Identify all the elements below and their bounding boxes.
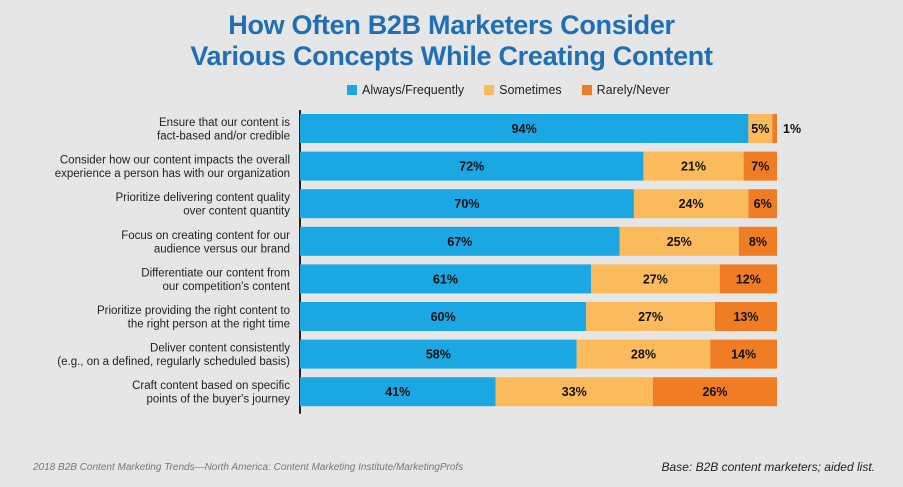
category-label-line: Differentiate our content from [141,267,290,279]
legend-label-sometimes: Sometimes [499,83,562,97]
data-label-sometimes: 28% [631,348,656,362]
category-label-line: the right person at the right time [128,319,290,331]
data-label-sometimes: 27% [638,310,663,324]
data-label-always-frequently: 61% [433,272,458,286]
category-label: Consider how our content impacts the ove… [55,155,290,181]
bar-segment-always-frequently [300,189,634,219]
data-label-sometimes: 27% [643,272,668,286]
data-label-always-frequently: 67% [447,235,472,249]
category-label-line: points of the buyer's journey [147,394,291,406]
category-label-line: over content quantity [183,206,290,218]
bar-segment-always-frequently [300,151,644,181]
bar-segment-always-frequently [300,264,591,294]
legend-item-always-frequently: Always/Frequently [347,83,464,97]
bar-segment-sometimes [633,189,749,219]
bar-segment-sometimes [619,226,739,256]
category-label: Craft content based on specific points of… [132,380,290,406]
data-label-always-frequently: 60% [431,310,456,324]
bar-segment-always-frequently [300,377,496,407]
bar-segment-rarely-never [652,377,777,407]
bar-segment-sometimes [590,264,720,294]
category-label-line: (e.g., on a defined, regularly scheduled… [57,356,290,368]
bar-segment-sometimes [748,114,773,143]
bar-segment-always-frequently [300,302,587,331]
category-label-line: audience versus our brand [154,243,290,255]
data-label-rarely-never: 26% [702,385,727,399]
data-label-sometimes: 21% [681,160,706,174]
category-label-line: Prioritize delivering content quality [115,192,290,204]
chart-legend: Always/Frequently Sometimes Rarely/Never [347,82,670,98]
bar-segment-rarely-never [772,114,777,143]
category-label-line: Ensure that our content is [159,117,290,129]
legend-swatch-rarely-never [581,85,592,95]
legend-item-rarely-never: Rarely/Never [581,83,670,97]
data-label-sometimes: 24% [679,197,704,211]
data-label-always-frequently: 94% [512,122,537,136]
data-label-rarely-never: 13% [733,310,758,324]
legend-swatch-sometimes [484,85,495,95]
data-label-sometimes: 25% [667,235,692,249]
bar-segment-always-frequently [300,114,749,143]
data-label-rarely-never: 14% [731,348,756,362]
legend-swatch-always-frequently [347,85,357,95]
category-label-line: Deliver content consistently [150,343,290,355]
data-label-rarely-never: 12% [736,272,761,286]
category-label-line: Focus on creating content for our [121,230,290,242]
category-label: Focus on creating content for our audienc… [121,230,290,256]
bar-segment-rarely-never [748,189,777,219]
category-label-line: experience a person has with our organiz… [55,168,290,180]
bar-segment-always-frequently [300,339,577,369]
bar-segment-sometimes [586,302,715,331]
data-label-rarely-never: 8% [749,235,767,249]
bar-segment-rarely-never [743,151,777,181]
category-label: Prioritize delivering content quality ove… [115,192,290,218]
category-label-line: Consider how our content impacts the ove… [60,155,290,167]
source-note: 2018 B2B Content Marketing Trends—North … [33,462,464,473]
chart-title-line-2: Various Concepts While Creating Content [190,41,713,71]
category-label: Ensure that our content is fact-based and… [157,117,290,143]
data-label-always-frequently: 72% [459,160,484,174]
data-label-rarely-never: 1% [783,122,801,136]
category-label: Deliver content consistently (e.g., on a … [57,343,290,369]
data-label-always-frequently: 58% [426,348,451,362]
legend-item-sometimes: Sometimes [484,83,562,97]
base-note: Base: B2B content marketers; aided list. [661,460,875,474]
data-label-always-frequently: 70% [454,197,479,211]
category-label: Differentiate our content from our compet… [141,267,291,293]
chart-title: How Often B2B Marketers Consider Various… [0,10,903,72]
chart-title-line-1: How Often B2B Marketers Consider [228,10,675,40]
data-label-rarely-never: 6% [754,197,772,211]
category-label-line: fact-based and/or credible [157,131,290,143]
data-label-sometimes: 33% [562,385,587,399]
legend-label-always-frequently: Always/Frequently [362,83,465,97]
legend-label-rarely-never: Rarely/Never [596,83,670,97]
bar-segment-sometimes [576,339,711,369]
bar-segment-sometimes [643,151,744,181]
bar-segment-rarely-never [738,226,777,256]
bar-segment-sometimes [495,377,653,407]
bar-segment-rarely-never [714,302,777,331]
data-label-rarely-never: 7% [751,160,769,174]
category-label: Prioritize providing the right content t… [97,305,290,331]
bar-segment-rarely-never [719,264,777,294]
category-label-line: our competition's content [163,281,291,293]
data-label-always-frequently: 41% [385,385,410,399]
data-label-sometimes: 5% [751,122,769,136]
bar-segment-always-frequently [300,226,620,256]
category-label-line: Craft content based on specific [132,380,290,392]
bar-segment-rarely-never [710,339,777,369]
category-label-line: Prioritize providing the right content t… [97,305,290,317]
